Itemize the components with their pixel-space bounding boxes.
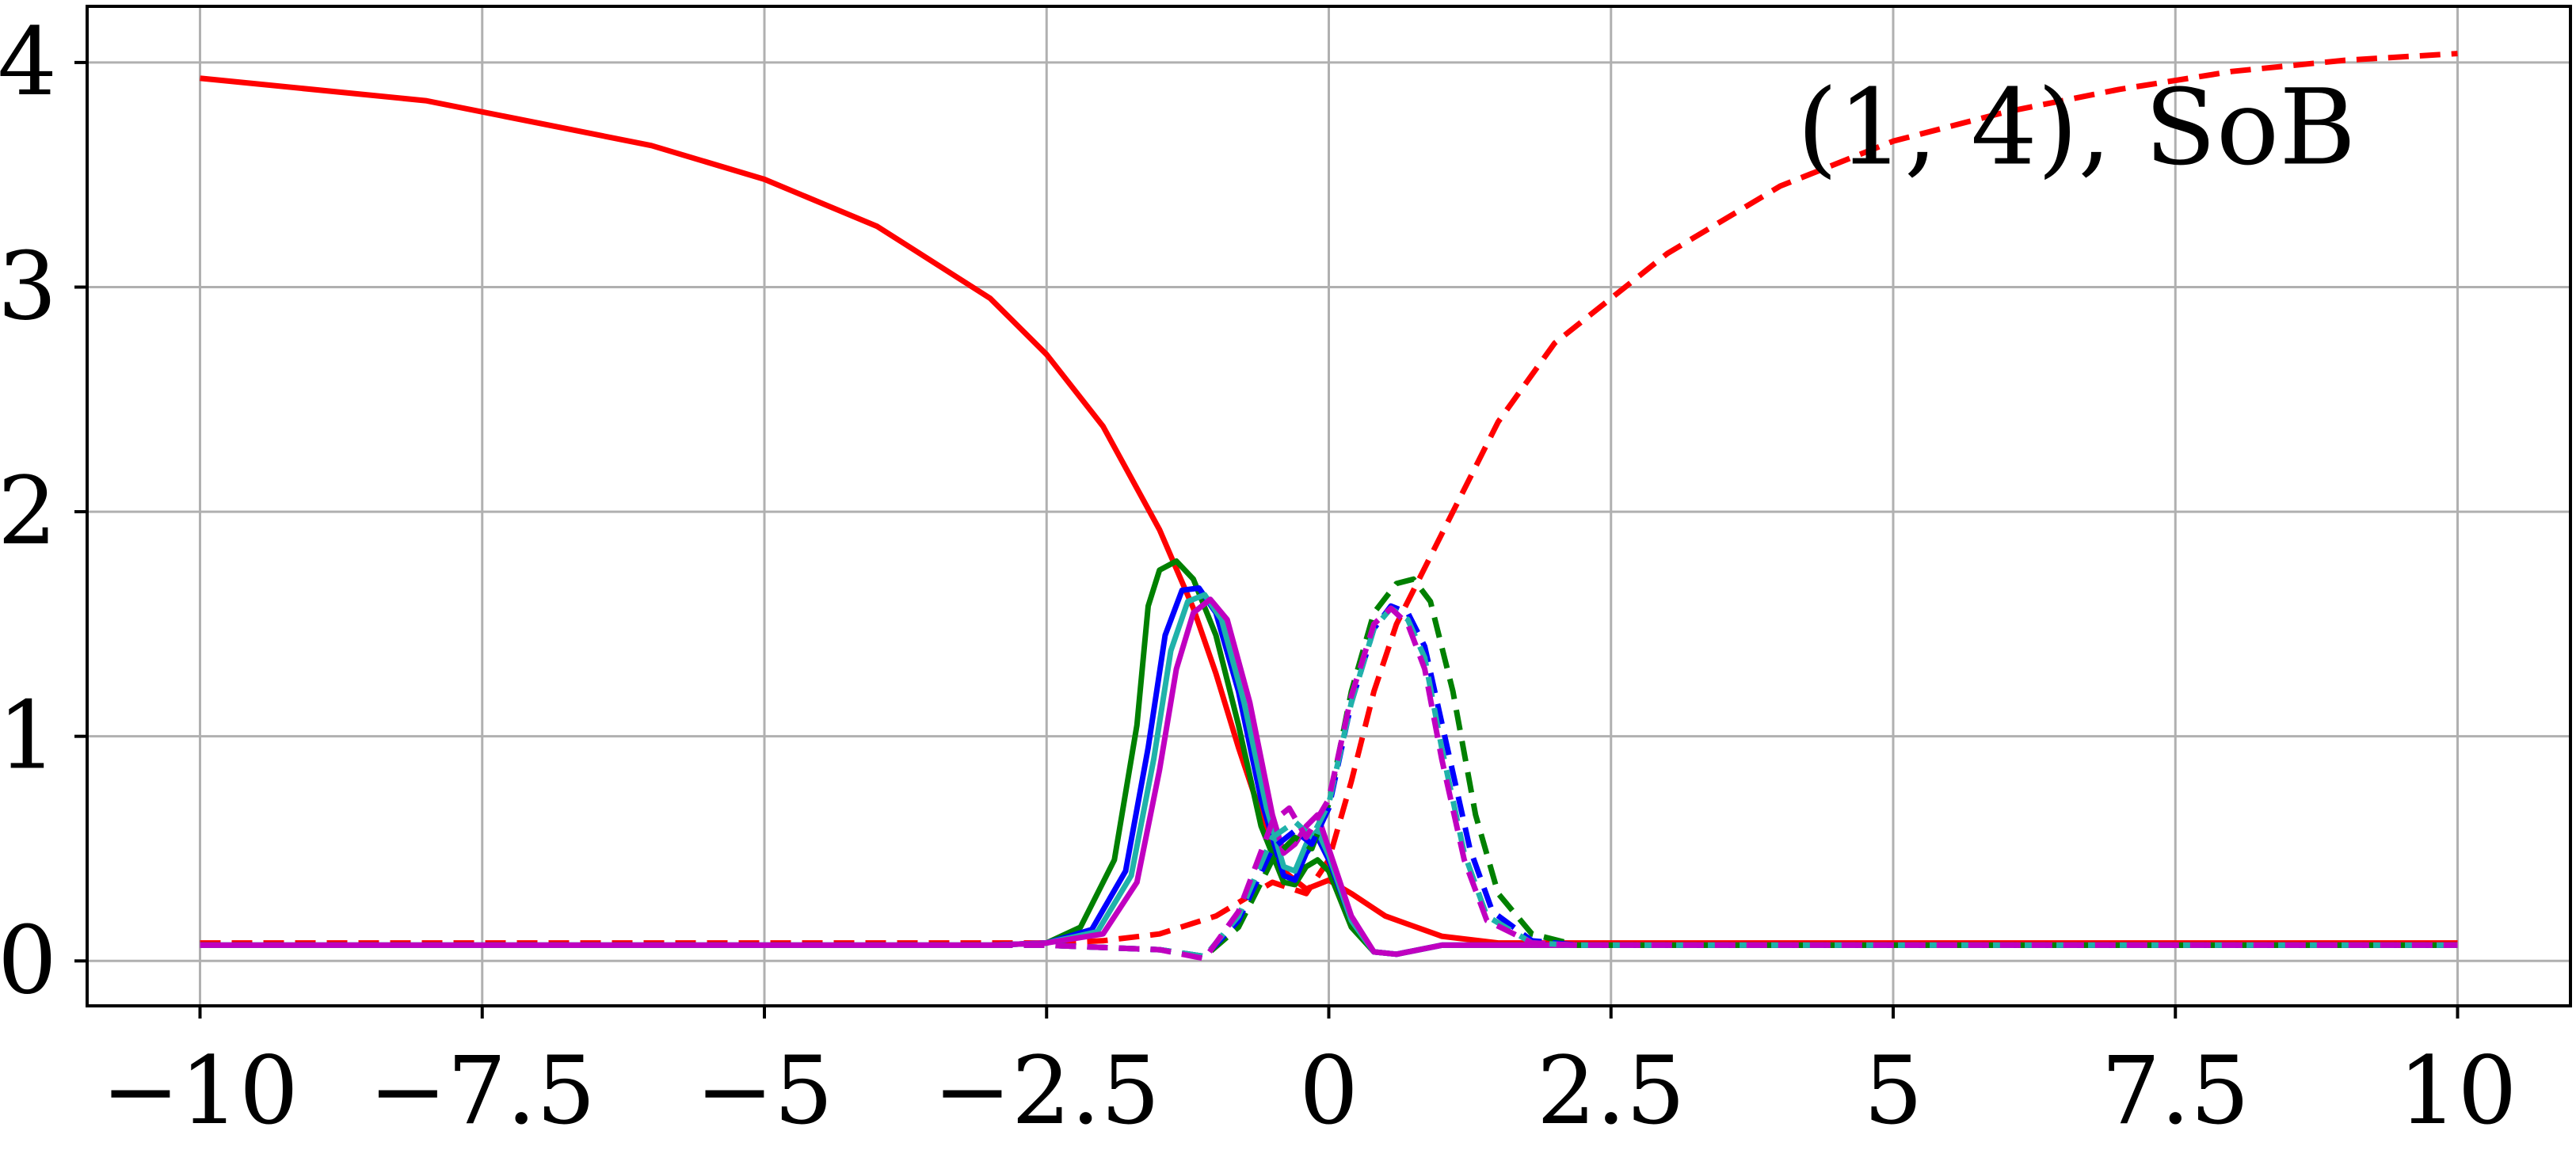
series-line-solid <box>200 596 2458 958</box>
y-tick-label: 0 <box>0 905 57 1015</box>
tick-labels: −10 −7.5 −5 −2.5 0 2.5 5 7.5 10 0 1 2 3 4 <box>0 7 2517 1145</box>
x-tick-label: 0 <box>1299 1036 1358 1145</box>
series-line-dashed <box>200 51 2458 946</box>
y-tick-label: 1 <box>0 681 57 790</box>
x-tick-label: 7.5 <box>2101 1036 2250 1145</box>
series-lines <box>200 51 2458 962</box>
x-tick-label: 2.5 <box>1537 1036 1686 1145</box>
series-line-dashed <box>200 605 2458 960</box>
y-tick-label: 4 <box>0 7 57 116</box>
x-tick-label: −5 <box>695 1036 833 1145</box>
x-tick-label: 5 <box>1863 1036 1922 1145</box>
plot-annotation: (1, 4), SoB <box>1797 67 2357 189</box>
y-tick-label: 3 <box>0 231 57 341</box>
x-tick-label: 10 <box>2398 1036 2517 1145</box>
tick-marks <box>74 60 2460 1019</box>
y-tick-label: 2 <box>0 456 57 565</box>
grid-lines <box>87 6 2570 1006</box>
series-line-dashed <box>200 605 2458 962</box>
x-tick-label: −10 <box>101 1036 299 1145</box>
x-tick-label: −7.5 <box>368 1036 596 1145</box>
x-tick-label: −2.5 <box>933 1036 1160 1145</box>
